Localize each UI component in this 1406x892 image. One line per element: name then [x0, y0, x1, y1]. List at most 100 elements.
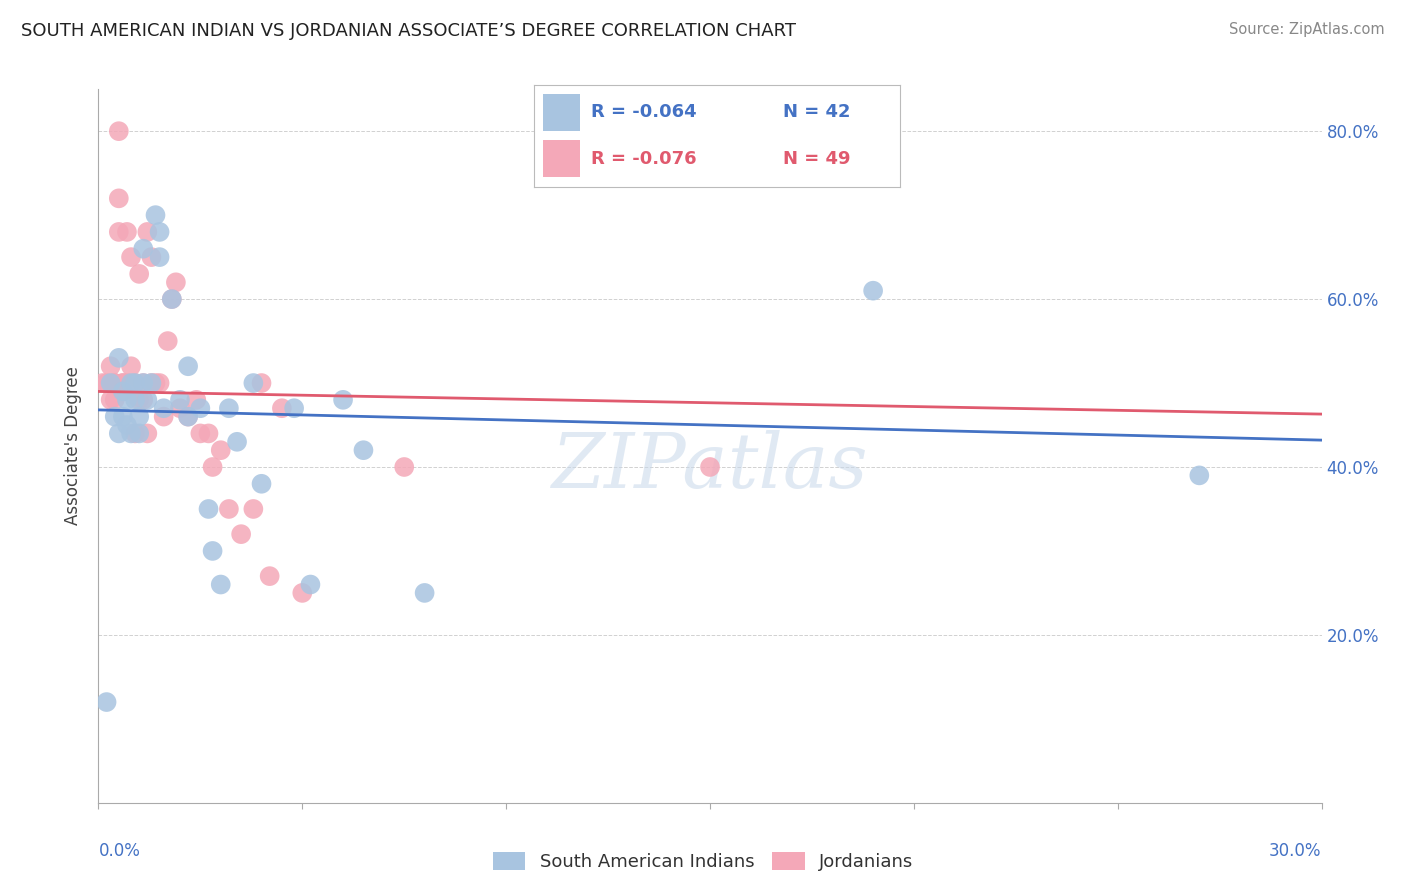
Point [108, 124, 131, 138]
Point [242, 376, 264, 390]
Legend: South American Indians, Jordanians: South American Indians, Jordanians [485, 845, 921, 879]
Point [136, 225, 159, 239]
Point [128, 392, 150, 407]
Point [120, 376, 142, 390]
Point [156, 334, 179, 348]
Point [152, 409, 174, 424]
Text: 30.0%: 30.0% [1270, 842, 1322, 860]
Point [270, 401, 294, 416]
Point [124, 376, 146, 390]
Point [96, 376, 118, 390]
Point [188, 426, 212, 441]
Point [108, 191, 131, 205]
Point [209, 443, 232, 458]
Point [160, 292, 183, 306]
Point [201, 460, 224, 475]
Point [91, 376, 114, 390]
Point [259, 569, 281, 583]
Point [165, 275, 187, 289]
Point [160, 292, 183, 306]
Point [111, 376, 134, 390]
Point [352, 443, 374, 458]
Bar [543, 94, 581, 131]
Point [226, 434, 249, 449]
Point [1188, 468, 1211, 483]
Point [250, 476, 273, 491]
Point [169, 392, 191, 407]
Text: SOUTH AMERICAN INDIAN VS JORDANIAN ASSOCIATE’S DEGREE CORRELATION CHART: SOUTH AMERICAN INDIAN VS JORDANIAN ASSOC… [21, 22, 796, 40]
Point [124, 392, 146, 407]
Point [108, 351, 131, 365]
Point [104, 392, 127, 407]
Text: Source: ZipAtlas.com: Source: ZipAtlas.com [1229, 22, 1385, 37]
Point [862, 284, 884, 298]
Point [108, 225, 131, 239]
Text: N = 49: N = 49 [783, 150, 851, 168]
Point [132, 376, 155, 390]
Point [96, 695, 118, 709]
Point [100, 376, 122, 390]
Point [149, 225, 172, 239]
Point [392, 460, 416, 475]
Point [124, 376, 146, 390]
Point [141, 376, 163, 390]
Point [177, 409, 200, 424]
Point [115, 392, 138, 407]
Point [136, 392, 159, 407]
Point [413, 586, 436, 600]
Point [104, 376, 127, 390]
Point [218, 502, 240, 516]
Point [177, 359, 200, 374]
Point [242, 502, 264, 516]
Y-axis label: Associate's Degree: Associate's Degree [65, 367, 83, 525]
Point [128, 267, 150, 281]
Point [177, 409, 200, 424]
Point [111, 384, 134, 399]
Point [124, 426, 146, 441]
Point [111, 384, 134, 399]
Point [218, 401, 240, 416]
Point [104, 409, 127, 424]
Text: ZIPatlas: ZIPatlas [551, 431, 869, 504]
Point [231, 527, 253, 541]
Point [132, 376, 155, 390]
Point [115, 225, 138, 239]
Point [201, 544, 224, 558]
Point [141, 250, 163, 264]
Point [149, 376, 172, 390]
Point [699, 460, 721, 475]
Point [197, 502, 219, 516]
Point [149, 250, 172, 264]
Point [291, 586, 314, 600]
Point [128, 426, 150, 441]
Point [120, 250, 142, 264]
Point [188, 401, 212, 416]
Point [250, 376, 273, 390]
Text: 0.0%: 0.0% [98, 842, 141, 860]
Point [332, 392, 354, 407]
Point [104, 376, 127, 390]
Text: R = -0.064: R = -0.064 [591, 103, 696, 121]
Text: N = 42: N = 42 [783, 103, 851, 121]
Point [132, 242, 155, 256]
Point [128, 409, 150, 424]
Point [132, 392, 155, 407]
Point [136, 426, 159, 441]
Point [111, 409, 134, 424]
Point [141, 376, 163, 390]
Point [152, 401, 174, 416]
Point [100, 392, 122, 407]
Bar [543, 140, 581, 177]
Point [299, 577, 322, 591]
Point [111, 376, 134, 390]
Text: R = -0.076: R = -0.076 [591, 150, 696, 168]
Point [115, 417, 138, 432]
Point [145, 376, 167, 390]
Point [108, 426, 131, 441]
Point [209, 577, 232, 591]
Point [120, 426, 142, 441]
Point [186, 392, 208, 407]
Point [169, 401, 191, 416]
Point [100, 359, 122, 374]
Point [283, 401, 305, 416]
